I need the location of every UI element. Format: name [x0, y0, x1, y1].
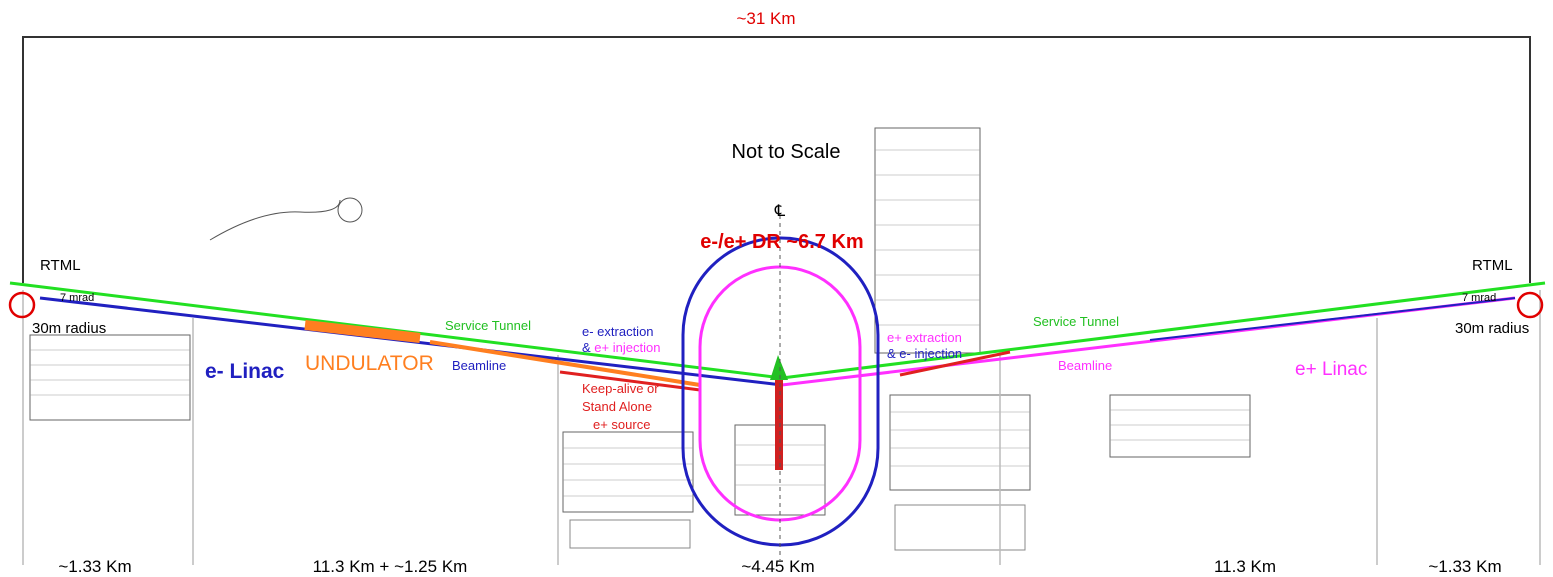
electron-linac: e- Linac [205, 360, 285, 383]
segment: ~4.45 Km [741, 557, 814, 576]
positron-beamline-upper [1149, 297, 1516, 341]
beamline-left-label: Beamline [452, 358, 506, 373]
separators [22, 290, 1541, 565]
keep-alive-line [559, 370, 701, 392]
beamline-right-label: Beamline [1058, 358, 1112, 373]
note: Not to Scale [732, 141, 841, 163]
service-tunnel-right-label: Service Tunnel [1033, 314, 1119, 329]
undulator-line [429, 340, 701, 387]
radius-right: 30m radius [1455, 320, 1529, 337]
loop-left [8, 291, 36, 319]
electron-injection-line: & e- injection [887, 346, 962, 361]
loop-right [1516, 291, 1544, 319]
extraction-line [899, 350, 1011, 377]
positron-injection: e+ injection [594, 340, 660, 355]
keep-alive-2: Stand Alone [582, 399, 652, 414]
undulator [304, 320, 421, 343]
top-span: ~31 Km [736, 9, 795, 28]
keep-alive-1: Keep-alive or [582, 381, 659, 396]
positron-injection-line: & e+ injection [582, 340, 660, 355]
segment: 11.3 Km [1214, 557, 1276, 576]
positron-extraction: e+ extraction [887, 330, 962, 345]
amp: & [582, 340, 591, 355]
positron-linac: e+ Linac [1295, 359, 1367, 380]
radius-left: 30m radius [32, 320, 106, 337]
outline [22, 36, 1531, 283]
rtml-left: RTML [40, 257, 81, 274]
undulator-label: UNDULATOR [305, 352, 434, 375]
service-tunnel-left-label: Service Tunnel [445, 318, 531, 333]
keep-alive-3: e+ source [593, 417, 650, 432]
centerline: ℄ [774, 203, 786, 220]
segment: ~1.33 Km [1428, 557, 1501, 576]
amp: & [887, 346, 896, 361]
damping-ring-label: e-/e+ DR ~6.7 Km [700, 231, 863, 253]
detector [775, 380, 783, 470]
angle-right: 7 mrad [1462, 292, 1496, 304]
segment: 11.3 Km + ~1.25 Km [313, 557, 468, 576]
figure-placeholders [29, 127, 1251, 551]
rtml-right: RTML [1472, 257, 1513, 274]
segment: ~1.33 Km [58, 557, 131, 576]
service-tunnel-right [781, 281, 1546, 380]
electron-extraction: e- extraction [582, 324, 654, 339]
electron-injection: e- injection [899, 346, 962, 361]
angle-left: 7 mrad [60, 292, 94, 304]
detector-top [770, 355, 788, 380]
